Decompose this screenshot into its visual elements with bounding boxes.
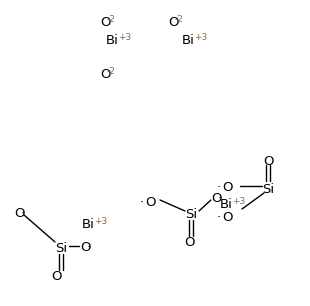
- Text: ·: ·: [217, 181, 221, 194]
- Text: Si: Si: [185, 208, 197, 221]
- Text: Si: Si: [55, 242, 67, 255]
- Text: ·: ·: [140, 196, 144, 209]
- Text: O: O: [100, 16, 110, 29]
- Text: O: O: [51, 270, 61, 283]
- Text: Si: Si: [262, 183, 274, 196]
- Text: +3: +3: [118, 33, 132, 42]
- Text: -2: -2: [174, 15, 183, 24]
- Text: O: O: [100, 68, 110, 81]
- Text: ·: ·: [217, 211, 221, 224]
- Text: Bi: Bi: [82, 218, 95, 231]
- Text: O: O: [14, 207, 24, 220]
- Text: +3: +3: [95, 217, 108, 226]
- Text: O: O: [222, 181, 232, 194]
- Text: O: O: [145, 196, 156, 209]
- Text: Bi: Bi: [106, 34, 119, 47]
- Text: O: O: [168, 16, 179, 29]
- Text: ·: ·: [217, 192, 221, 205]
- Text: -2: -2: [106, 67, 115, 76]
- Text: Bi: Bi: [220, 198, 233, 211]
- Text: O: O: [222, 211, 232, 224]
- Text: -2: -2: [106, 15, 115, 24]
- Text: ·: ·: [20, 207, 24, 220]
- Text: +3: +3: [232, 197, 246, 206]
- Text: O: O: [184, 236, 194, 249]
- Text: O: O: [263, 155, 273, 168]
- Text: Bi: Bi: [182, 34, 195, 47]
- Text: O: O: [211, 192, 222, 205]
- Text: +3: +3: [194, 33, 208, 42]
- Text: ·: ·: [86, 241, 90, 254]
- Text: O: O: [80, 241, 91, 254]
